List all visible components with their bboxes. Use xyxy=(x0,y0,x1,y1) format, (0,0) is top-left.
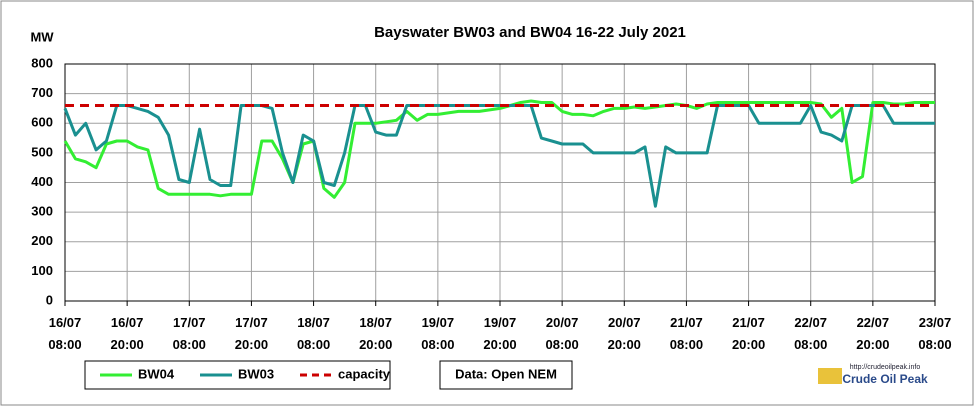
x-tick-label: 17/07 20:00 xyxy=(234,315,269,352)
y-tick-label: 300 xyxy=(31,204,53,219)
source-box xyxy=(439,360,573,390)
y-tick-label: 600 xyxy=(31,115,53,130)
x-tick-label: 20/07 08:00 xyxy=(545,315,579,352)
x-tick-label: 16/07 08:00 xyxy=(48,315,82,352)
x-tick-label: 21/07 20:00 xyxy=(731,315,766,352)
legend-box xyxy=(84,360,391,390)
y-tick-label: 800 xyxy=(31,55,53,70)
x-tick-label: 18/07 08:00 xyxy=(296,315,331,352)
chart-title: Bayswater BW03 and BW04 16-22 July 2021 xyxy=(374,24,686,41)
x-tick-label: 19/07 08:00 xyxy=(421,315,455,352)
x-tick-label: 22/07 08:00 xyxy=(794,315,828,352)
logo-icon xyxy=(818,368,842,384)
y-tick-label: 100 xyxy=(31,263,53,278)
legend-label: BW03 xyxy=(238,366,274,381)
y-axis-label: MW xyxy=(30,29,54,44)
logo-url: http://crudeoilpeak.info xyxy=(850,364,921,371)
x-tick-label: 21/07 08:00 xyxy=(669,315,704,352)
legend-label: capacity xyxy=(338,366,391,381)
plot-area xyxy=(64,63,936,302)
x-tick-label: 17/07 08:00 xyxy=(172,315,206,352)
y-tick-label: 400 xyxy=(31,174,53,189)
x-tick-label: 23/07 08:00 xyxy=(918,315,952,352)
x-tick-label: 22/07 20:00 xyxy=(856,315,890,352)
legend-label: BW04 xyxy=(138,366,175,381)
x-tick-label: 18/07 20:00 xyxy=(359,315,393,352)
y-tick-label: 700 xyxy=(31,85,53,100)
y-tick-label: 200 xyxy=(31,233,53,248)
x-tick-label: 20/07 20:00 xyxy=(607,315,641,352)
source-note: Data: Open NEM xyxy=(455,366,557,381)
logo-name: Crude Oil Peak xyxy=(842,372,928,386)
y-tick-label: 500 xyxy=(31,144,53,159)
x-tick-label: 16/07 20:00 xyxy=(110,315,144,352)
y-tick-label: 0 xyxy=(46,292,53,307)
series-line xyxy=(63,99,935,199)
x-tick-label: 19/07 20:00 xyxy=(483,315,517,352)
